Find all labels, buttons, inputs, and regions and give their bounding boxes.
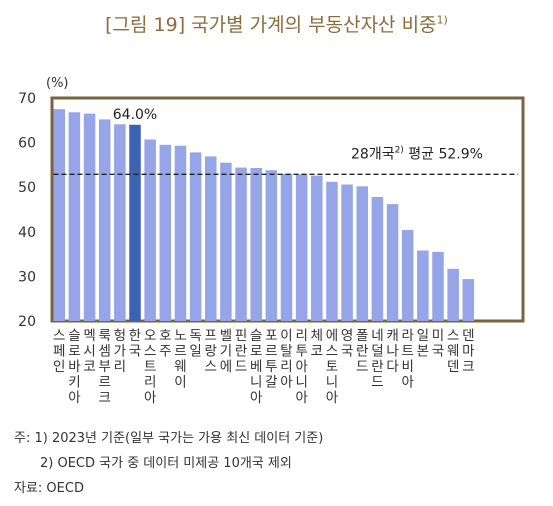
- y-tick-label: 60: [18, 136, 36, 152]
- bar: [280, 173, 293, 321]
- bar: [68, 112, 81, 321]
- bar: [129, 124, 141, 321]
- bar: [386, 204, 399, 321]
- bar: [98, 119, 111, 322]
- bar: [371, 197, 384, 321]
- bar: [83, 113, 96, 321]
- bar: [144, 139, 156, 321]
- y-tick-label: 50: [18, 180, 36, 196]
- bar: [235, 167, 247, 321]
- highlight-value-label: 64.0%: [113, 107, 157, 123]
- y-axis-unit: (%): [46, 76, 69, 91]
- bar: [295, 174, 308, 321]
- bar: [53, 109, 65, 322]
- bar: [265, 170, 278, 321]
- bar: [401, 230, 414, 321]
- bar: [356, 186, 368, 321]
- average-label: 28개국2) 평균 52.9%: [351, 145, 483, 162]
- y-tick-label: 20: [18, 314, 36, 330]
- bar: [174, 145, 187, 321]
- bar-chart: 20 30 40 50 60 70 스 페 인슬 로 바 키 아멕 시 코룩 셈 부 르 크 헝 가 리한 국 64.0% 오 스…: [18, 91, 525, 406]
- source-note: 자료: OECD: [14, 481, 84, 496]
- bar: [205, 156, 217, 321]
- bar: [432, 251, 444, 321]
- bar: [341, 184, 353, 321]
- bar: [250, 168, 262, 321]
- chart-title: [그림 19] 국가별 가계의 부동산자산 비중1): [105, 13, 448, 36]
- bar: [114, 124, 126, 322]
- bar: [220, 162, 232, 321]
- y-tick-label: 70: [18, 91, 36, 107]
- bar: [462, 279, 475, 321]
- bar: [417, 250, 429, 321]
- bar: [326, 181, 338, 321]
- bar: [447, 268, 459, 321]
- bar: [189, 152, 202, 321]
- y-tick-label: 30: [18, 269, 36, 285]
- bar: [159, 144, 172, 321]
- y-tick-label: 40: [18, 225, 36, 241]
- footnote-1: 주: 1) 2023년 기준(일부 국가는 가용 최신 데이터 기준): [14, 431, 324, 446]
- footnote-2: 2) OECD 국가 중 데이터 미제공 10개국 제외: [40, 456, 292, 471]
- bar: [311, 175, 323, 321]
